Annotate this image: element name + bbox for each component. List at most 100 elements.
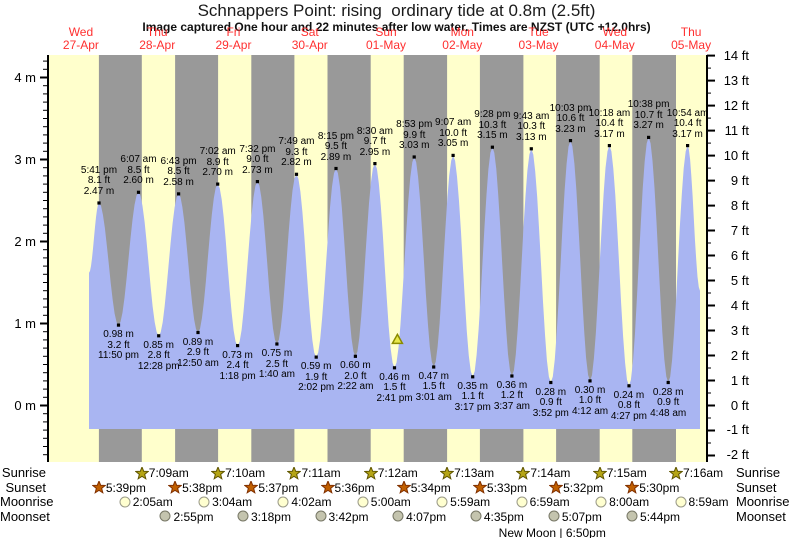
sunrise-time: 7:12am [377, 466, 418, 480]
tide-point-dot [432, 365, 436, 369]
chart-subtitle: Image captured One hour and 22 minutes a… [142, 20, 651, 34]
tide-point-dot [392, 366, 397, 370]
day-label: Wed 04-May [594, 25, 635, 52]
tide-point-dot [451, 153, 455, 157]
moonset-row-label-left: Moonset [0, 508, 50, 524]
right-axis-tick-label: 10 ft [723, 147, 749, 163]
high-tide-label: 9:43 am 10.3 ft 3.13 m [513, 110, 550, 143]
high-tide-label: 10:38 pm 10.7 ft 3.27 m [627, 99, 670, 132]
right-axis-tick-label: 8 ft [730, 197, 749, 213]
day-label: Sun 01-May [365, 25, 406, 52]
day-label: Sat 30-Apr [291, 25, 328, 52]
sunset-time: 5:32pm [563, 480, 604, 495]
sunset-time: 5:36pm [334, 480, 375, 495]
high-tide-label: 8:53 pm 9.9 ft 3.03 m [396, 119, 433, 152]
sunset-time: 5:37pm [258, 480, 299, 495]
low-tide-label: 0.28 m 0.9 ft 3:52 pm [532, 386, 569, 419]
right-axis [706, 54, 715, 462]
day-label: Thu 28-Apr [139, 25, 176, 52]
moonrise-time: 8:00am [609, 495, 650, 510]
low-tide-label: 0.36 m 1.2 ft 3:37 am [493, 379, 530, 412]
tide-point-dot [549, 380, 553, 385]
right-axis-tick-label: 6 ft [730, 247, 749, 263]
tide-point-dot [607, 144, 611, 148]
sunset-time: 5:39pm [105, 480, 146, 495]
right-axis-tick-label: 12 ft [723, 97, 749, 113]
low-tide-label: 0.28 m 0.9 ft 4:48 am [650, 386, 687, 419]
sunrise-row-label-right: Sunrise [736, 465, 781, 480]
moonrise-time: 5:59am [450, 495, 491, 510]
tide-point-dot [529, 147, 533, 151]
low-tide-label: 0.24 m 0.8 ft 4:27 pm [610, 389, 648, 422]
right-axis-tick-label: 11 ft [724, 122, 749, 138]
high-tide-label: 10:03 pm 10.6 ft 3.23 m [549, 102, 592, 135]
moonset-time: 5:44pm [640, 509, 681, 524]
left-axis-tick-label: 4 m [14, 69, 36, 85]
chart-title: Schnappers Point: rising ordinary tide a… [197, 1, 596, 20]
moonrise-row-label-right: Moonrise [736, 494, 790, 510]
low-tide-label: 0.73 m 2.4 ft 1:18 pm [219, 349, 256, 382]
high-tide-label: 9:07 am 10.0 ft 3.05 m [435, 117, 472, 150]
tide-point-dot [236, 344, 240, 348]
tide-point-dot [588, 379, 592, 383]
left-axis-tick-label: 3 m [14, 151, 36, 167]
high-tide-label: 7:32 pm 9.0 ft 2.73 m [239, 143, 276, 176]
sunrise-time: 7:10am [225, 466, 266, 480]
high-tide-label: 10:54 am 10.4 ft 3.17 m [666, 107, 709, 140]
low-tide-label: 0.98 m 3.2 ft 11:50 pm [98, 329, 139, 362]
tide-point-dot [627, 384, 631, 388]
tide-point-dot [196, 330, 200, 335]
moonrise-time: 2:05am [132, 495, 173, 510]
sunrise-time: 7:09am [148, 466, 189, 480]
day-label: Wed 27-Apr [62, 25, 99, 52]
tide-point-dot [412, 155, 416, 159]
moonrise-time: 8:59am [688, 495, 729, 510]
right-axis-tick-label: 13 ft [723, 72, 749, 88]
high-tide-label: 9:28 pm 10.3 ft 3.15 m [474, 109, 511, 142]
moon-phase-label: New Moon | 6:50pm [498, 526, 606, 538]
high-tide-label: 8:15 pm 9.5 ft 2.89 m [317, 130, 355, 163]
left-axis-tick-label: 2 m [14, 233, 36, 249]
moonset-time: 3:18pm [250, 509, 291, 524]
tide-point-dot [97, 201, 101, 205]
right-axis-tick-label: 5 ft [730, 272, 749, 288]
moonset-time: 4:07pm [406, 509, 447, 524]
low-tide-label: 0.85 m 2.8 ft 12:28 pm [137, 339, 180, 372]
left-axis-tick-label: 0 m [14, 397, 36, 413]
sunset-row-label-right: Sunset [736, 479, 777, 495]
right-axis-tick-label: 2 ft [730, 347, 749, 363]
right-axis-tick-label: 7 ft [730, 222, 749, 238]
moonset-time: 4:35pm [483, 509, 524, 524]
right-axis-tick-label: 9 ft [730, 172, 749, 188]
tide-area [89, 137, 700, 429]
right-axis-tick-label: 3 ft [730, 322, 749, 338]
right-axis-tick-label: -1 ft [726, 422, 749, 438]
day-label: Thu 05-May [671, 25, 712, 52]
current-tide-marker [391, 332, 404, 345]
tide-point-dot [157, 334, 161, 338]
tide-point-dot [136, 190, 141, 194]
tide-point-dot [334, 166, 338, 171]
right-axis-tick-label: 4 ft [730, 297, 749, 313]
tide-point-dot [471, 375, 475, 379]
high-tide-label: 5:41 pm 8.1 ft 2.47 m [80, 164, 118, 197]
high-tide-label: 8:30 am 9.7 ft 2.95 m [356, 125, 393, 158]
right-axis-tick-label: -2 ft [726, 447, 749, 463]
moonrise-time: 4:02am [291, 495, 332, 510]
sunrise-time: 7:15am [606, 466, 647, 480]
sunset-time: 5:33pm [486, 480, 527, 495]
left-axis-tick-label: 1 m [14, 315, 36, 331]
right-axis-tick-label: 14 ft [723, 47, 749, 63]
tide-point-dot [490, 145, 494, 149]
sunrise-time: 7:16am [683, 466, 724, 480]
low-tide-label: 0.89 m 2.9 ft 12:50 am [177, 336, 219, 369]
tide-point-dot [686, 144, 690, 148]
sunrise-time: 7:14am [530, 466, 571, 480]
tide-point-dot [314, 355, 318, 359]
tide-point-dot [647, 135, 651, 139]
sunset-row-label-left: Sunset [5, 479, 46, 495]
sunset-time: 5:34pm [410, 480, 451, 495]
right-axis-tick-label: 1 ft [730, 372, 749, 388]
tide-point-dot [510, 374, 514, 378]
